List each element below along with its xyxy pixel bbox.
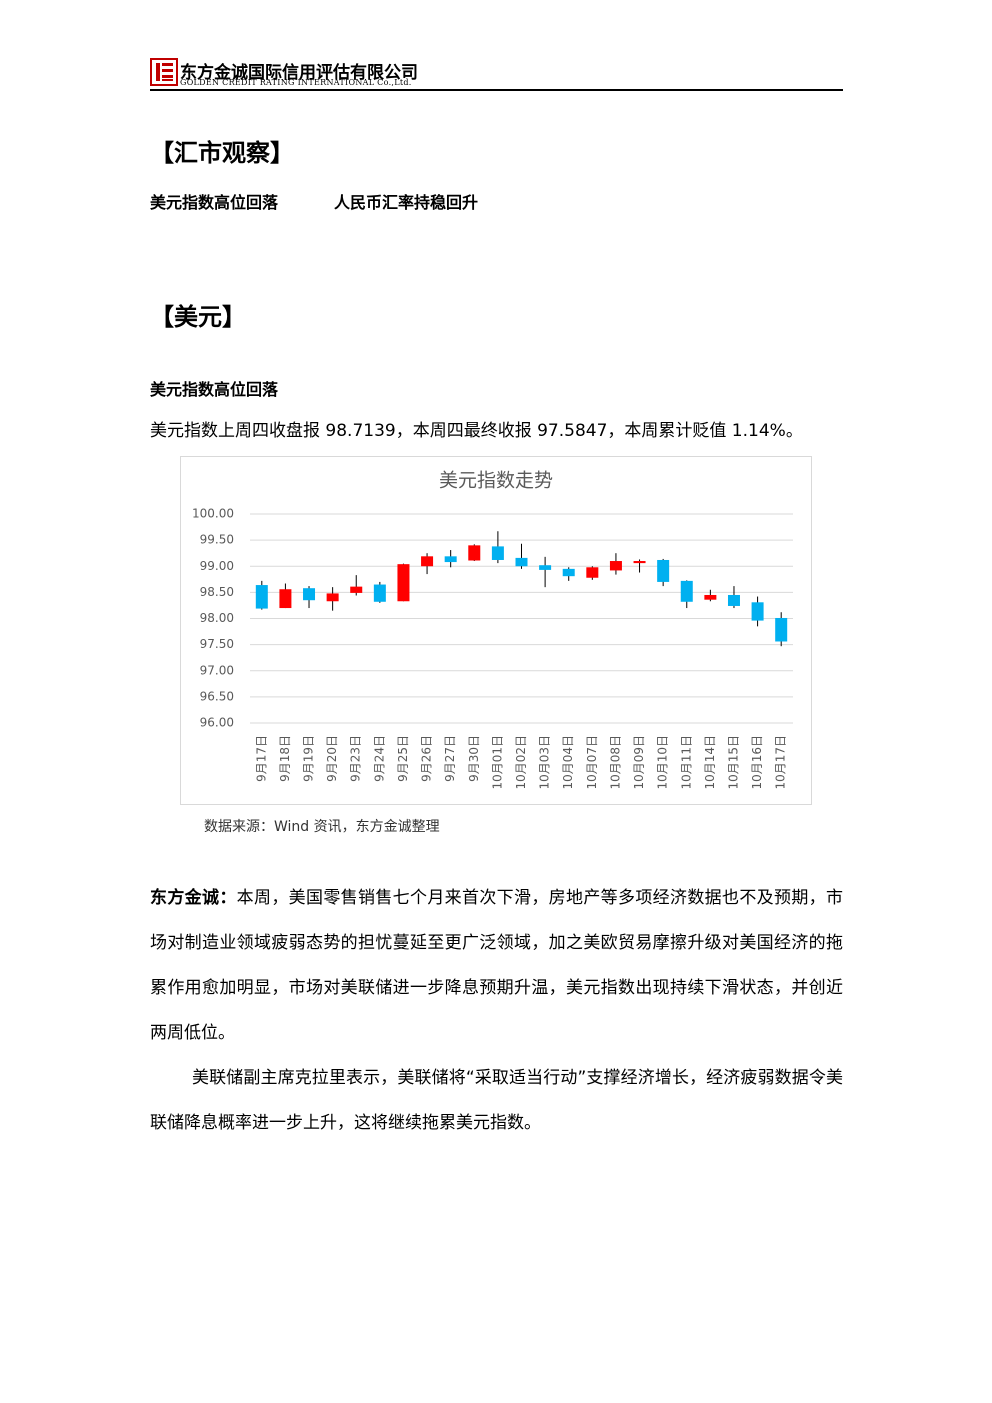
x-tick-label: 10月14日 — [703, 735, 717, 790]
y-tick-label: 96.50 — [200, 689, 234, 703]
x-tick-label: 10月03日 — [538, 735, 552, 790]
candle-body — [303, 588, 316, 601]
candle-body — [633, 561, 646, 564]
chart-source: 数据来源：Wind 资讯，东方金诚整理 — [204, 819, 440, 835]
paragraph-text: 本周，美国零售销售七个月来首次下滑，房地产等多项经济数据也不及预期，市场对制造业… — [150, 888, 844, 1043]
y-tick-label: 100.00 — [192, 507, 234, 521]
chart: 美元指数走势 96.00 96.50 97.00 97.50 98.00 98.50 99.… — [180, 456, 812, 805]
x-tick-label: 9月17日 — [254, 735, 268, 782]
paragraph: 美联储副主席克拉里表示，美联储将“采取适当行动”支撑经济增长，经济疲弱数据令美联… — [150, 1068, 843, 1133]
x-tick-label: 9月19日 — [302, 735, 316, 782]
x-tick-label: 9月24日 — [372, 735, 386, 782]
section-title: 【美元】 — [150, 303, 246, 331]
logo — [150, 58, 178, 86]
y-tick-label: 97.00 — [200, 663, 234, 677]
intro: 美元指数上周四收盘报 98.7139，本周四最终收报 97.5847，本周累计贬… — [150, 421, 803, 441]
x-tick-label: 9月18日 — [278, 735, 292, 782]
x-tick-label: 10月07日 — [585, 735, 599, 790]
x-tick-label: 10月04日 — [561, 735, 575, 790]
candle-body — [326, 593, 339, 602]
x-tick-label: 10月16日 — [750, 735, 764, 790]
x-tick-label: 9月25日 — [396, 735, 410, 782]
candle-body — [444, 556, 457, 563]
x-tick-label: 10月17日 — [774, 735, 788, 790]
x-tick-label: 9月26日 — [420, 735, 434, 782]
candle-body — [373, 584, 386, 602]
candle-body — [775, 617, 788, 642]
chart-title: 美元指数走势 — [439, 470, 553, 492]
summary-item: 美元指数高位回落 — [150, 193, 279, 212]
company-name-en: GOLDEN CREDIT RATING INTERNATIONAL Co.,L… — [180, 78, 412, 87]
paragraph: 东方金诚：本周，美国零售销售七个月来首次下滑，房地产等多项经济数据也不及预期，市… — [150, 876, 843, 1056]
x-tick-label: 9月27日 — [443, 735, 457, 782]
header-rule — [150, 89, 843, 91]
x-tick-label: 10月01日 — [490, 735, 504, 790]
candle-body — [255, 585, 268, 609]
heading: 美元指数高位回落 — [150, 380, 279, 399]
paragraph-lead: 东方金诚： — [150, 888, 237, 908]
candle-body — [539, 565, 552, 570]
x-tick-label: 9月23日 — [349, 735, 363, 782]
x-tick-label: 10月02日 — [514, 735, 528, 790]
x-tick-label: 9月30日 — [467, 735, 481, 782]
section-title: 【汇市观察】 — [150, 139, 294, 167]
y-tick-label: 99.50 — [200, 533, 234, 547]
y-tick-label: 98.50 — [200, 585, 234, 599]
candle-body — [397, 564, 410, 602]
candle-body — [704, 594, 717, 600]
x-tick-label: 10月11日 — [679, 735, 693, 790]
y-tick-label: 97.50 — [200, 637, 234, 651]
x-tick-label: 10月15日 — [726, 735, 740, 790]
y-tick-label: 98.00 — [200, 611, 234, 625]
summary-item: 人民币汇率持稳回升 — [334, 193, 479, 212]
candle-body — [751, 602, 764, 621]
candle-body — [515, 557, 528, 567]
candle-body — [421, 556, 434, 567]
candle-body — [727, 594, 740, 606]
y-tick-label: 99.00 — [200, 559, 234, 573]
candle-body — [609, 561, 622, 571]
y-tick-label: 96.00 — [200, 716, 234, 730]
x-tick-label: 10月09日 — [632, 735, 646, 790]
candle-body — [562, 568, 575, 577]
x-tick-label: 10月10日 — [656, 735, 670, 790]
candle-body — [468, 545, 481, 561]
candle-body — [680, 580, 693, 602]
candle-body — [657, 559, 670, 582]
candle-body — [586, 567, 599, 578]
x-tick-label: 9月20日 — [325, 735, 339, 782]
company-name: 东方金诚国际信用评估有限公司 — [180, 63, 418, 83]
candle-body — [491, 546, 504, 560]
candle-body — [350, 586, 363, 593]
x-tick-label: 10月08日 — [608, 735, 622, 790]
candle-body — [279, 589, 292, 609]
